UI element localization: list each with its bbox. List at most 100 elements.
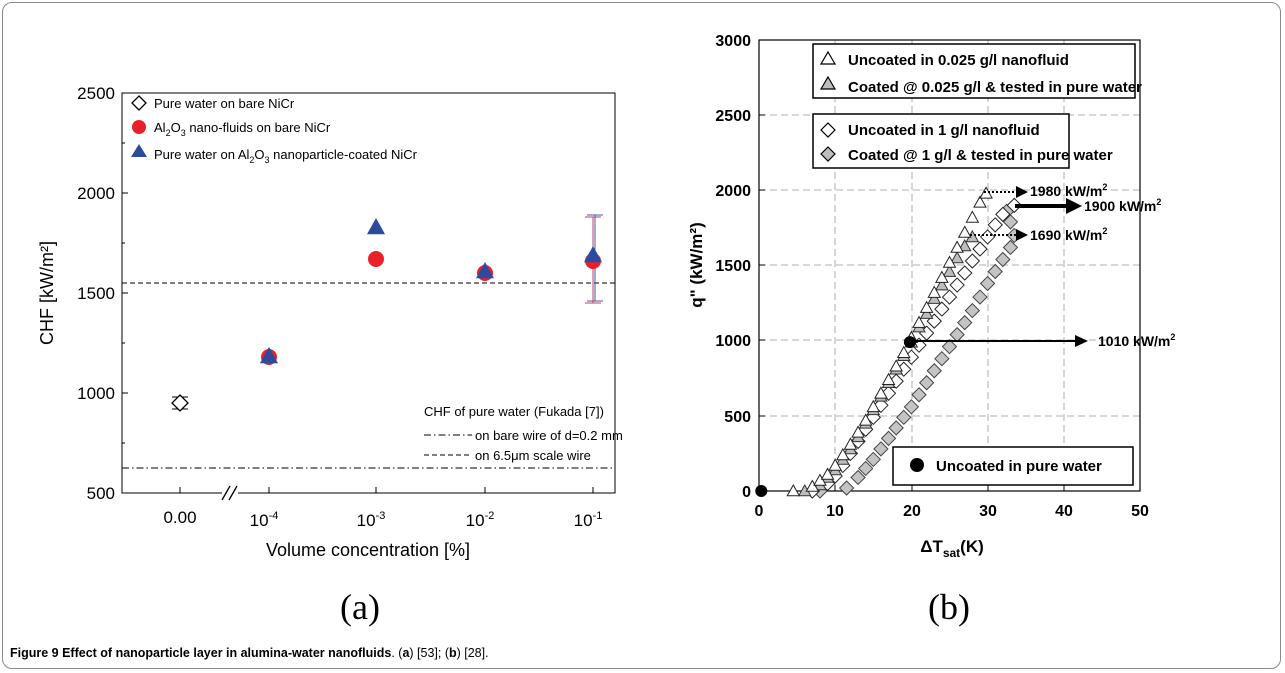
- data-point-triangle-open: [889, 359, 904, 372]
- data-point-diamond-open: [934, 301, 950, 317]
- data-point-triangle-open: [843, 437, 858, 450]
- data-point-diamond-open: [979, 229, 996, 245]
- xtick-b-30: 30: [979, 503, 997, 520]
- ref-legend-title: CHF of pure water (Fukada [7]): [424, 404, 604, 419]
- figure-caption: Figure 9 Effect of nanoparticle layer in…: [10, 646, 489, 660]
- legend-b-marker-diamond-gray: [820, 146, 836, 162]
- annot-1690: 1690 kW/m2: [1030, 226, 1107, 243]
- data-point-triangle-open: [979, 186, 993, 199]
- data-point-diamond-open: [964, 253, 981, 269]
- legend-a-marker-diamond: [131, 95, 147, 111]
- xtick-a-4: 10-1: [574, 510, 603, 530]
- data-point-triangle-open: [919, 300, 934, 313]
- data-point-triangle-open: [786, 483, 801, 497]
- arrowhead-1980: [1016, 186, 1028, 198]
- caption-title: Figure 9 Effect of nanoparticle layer in…: [10, 646, 392, 660]
- data-point-diamond-gray: [972, 289, 988, 305]
- xtick-a-0: 0.00: [163, 508, 196, 527]
- marks-b: [755, 186, 1022, 499]
- ylabel-b: q" (kW/m²): [687, 222, 706, 308]
- data-point-triangle-gray: [927, 291, 942, 304]
- data-point-triangle-open: [881, 372, 896, 386]
- legend-b-label-0: Uncoated in 0.025 g/l nanofluid: [848, 52, 1069, 69]
- data-point-triangle-gray: [942, 264, 957, 277]
- ref-legend-dashed-label: on 6.5μm scale wire: [475, 448, 591, 463]
- ytick-b-500: 500: [724, 409, 751, 426]
- data-point-diamond-gray: [979, 275, 996, 292]
- xlabel-a: Volume concentration [%]: [266, 540, 470, 560]
- data-point-diamond-gray: [850, 469, 866, 486]
- data-point-triangle-open: [805, 479, 820, 492]
- panel-label-a: (a): [340, 587, 380, 627]
- xtick-a-2: 10-3: [357, 510, 386, 530]
- caption-part-2: ) [53]; (: [409, 646, 449, 660]
- data-point-diamond-gray: [873, 441, 889, 457]
- legend-b-marker-triangle-open: [819, 50, 837, 65]
- xtick-b-40: 40: [1055, 503, 1073, 520]
- data-point-diamond-gray: [903, 399, 920, 415]
- data-point-triangle-open: [835, 447, 850, 461]
- data-point-triangle-open: [927, 285, 942, 298]
- legend-a-label-0: Pure water on bare NiCr: [154, 96, 295, 111]
- caption-part-3: ) [28].: [456, 646, 489, 660]
- legend-b-box-1: Uncoated in 0.025 g/l nanofluid Coated @…: [812, 43, 1142, 99]
- ytick-a-1500: 1500: [77, 284, 115, 303]
- ytick-b-3000: 3000: [715, 33, 751, 50]
- data-point-triangle: [260, 347, 278, 364]
- xtick-b-0: 0: [755, 503, 764, 520]
- xtick-a-3: 10-2: [466, 510, 495, 530]
- chart-a: 2500 2000 1500 1000 500 CHF [kW/m²] 0.00…: [37, 84, 623, 560]
- ref-legend-dashdot-label: on bare wire of d=0.2 mm: [475, 428, 623, 443]
- data-point-diamond-gray: [964, 302, 981, 319]
- ytick-b-1000: 1000: [715, 333, 751, 350]
- arrowhead-1010: [1075, 335, 1088, 347]
- legend-b-marker-circle-black: [910, 458, 924, 472]
- data-point-diamond-open: [972, 241, 988, 257]
- annot-1010: 1010 kW/m2: [1098, 332, 1175, 349]
- data-point-triangle-open: [896, 345, 911, 358]
- annot-1980: 1980 kW/m2: [1030, 182, 1107, 199]
- data-point-diamond-gray: [926, 363, 942, 379]
- axis-break-a: [221, 485, 238, 501]
- data-point-diamond-gray: [888, 420, 904, 436]
- data-point-diamond-open: [941, 289, 958, 305]
- data-point-diamond-gray: [941, 338, 958, 355]
- data-point-triangle-open: [942, 255, 957, 268]
- data-point-triangle-gray: [950, 250, 964, 264]
- ytick-b-2500: 2500: [715, 108, 751, 125]
- caption-ref-b: b: [448, 646, 457, 660]
- data-point-triangle-open: [813, 473, 827, 486]
- data-point-triangle-open: [950, 240, 964, 253]
- legend-b-marker-diamond-open: [820, 122, 836, 138]
- data-point-diamond-gray: [957, 314, 973, 331]
- data-point-triangle-open: [874, 386, 888, 399]
- data-point-triangle-open: [851, 425, 865, 438]
- data-point-diamond-gray: [880, 430, 897, 447]
- data-point-diamond-open: [949, 277, 965, 293]
- caption-part-1: . (: [391, 646, 403, 660]
- annotations-b: 1980 kW/m2 1900 kW/m2 1690 kW/m2 1010 kW…: [912, 182, 1175, 349]
- legend-a: Pure water on bare NiCr Al2O3 nano-fluid…: [131, 95, 418, 165]
- data-point-diamond-gray: [857, 460, 874, 477]
- ytick-a-2000: 2000: [77, 184, 115, 203]
- data-point-triangle-open: [858, 413, 873, 426]
- data-point-diamond-open: [995, 206, 1011, 223]
- data-point-triangle-open: [820, 467, 835, 480]
- data-point-triangle-open: [935, 270, 949, 283]
- data-point-triangle-gray: [919, 306, 934, 319]
- xtick-b-20: 20: [903, 503, 921, 520]
- data-point-diamond-open: [1006, 197, 1022, 214]
- data-point-triangle-gray: [957, 238, 972, 252]
- legend-b-box-3: Uncoated in pure water: [892, 446, 1134, 486]
- data-point-triangle-gray: [935, 278, 949, 291]
- ytick-b-1500: 1500: [715, 258, 751, 275]
- data-point-diamond-gray: [949, 326, 965, 343]
- ytick-b-0: 0: [742, 484, 751, 501]
- data-point-diamond-gray: [911, 387, 927, 403]
- data-point-diamond-open: [987, 217, 1003, 233]
- annot-1900: 1900 kW/m2: [1084, 197, 1161, 214]
- ticks-b: [759, 39, 1065, 492]
- legend-b-label-4: Uncoated in pure water: [936, 458, 1102, 475]
- data-point-diamond-gray: [838, 480, 855, 496]
